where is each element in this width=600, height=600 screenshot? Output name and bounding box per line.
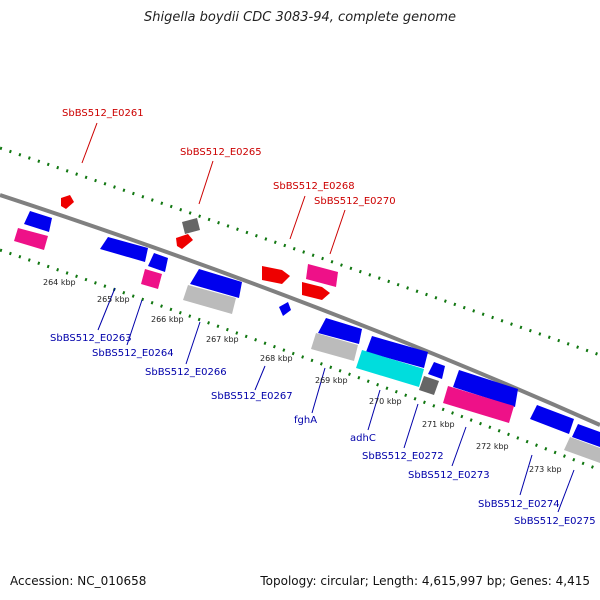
leader-bot-8 <box>451 426 467 467</box>
gene-sbbs512-e0275 <box>564 437 600 463</box>
label-sbbs512-e0275: SbBS512_E0275 <box>514 516 596 527</box>
gene-sbbs512-e0263 <box>100 237 148 262</box>
genome-summary-text: Topology: circular; Length: 4,615,997 bp… <box>260 574 590 588</box>
gene-blue-adhc-top <box>366 336 428 368</box>
leader-top-3 <box>289 195 306 240</box>
gene-sbbs512-e0270-pink <box>306 264 338 287</box>
label-sbbs512-e0274: SbBS512_E0274 <box>478 499 560 510</box>
gene-adhc <box>356 350 424 387</box>
label-sbbs512-e0264: SbBS512_E0264 <box>92 348 174 359</box>
gene-pink-1 <box>14 228 48 250</box>
label-sbbs512-e0268: SbBS512_E0268 <box>273 181 355 192</box>
gene-sbbs512-e0261 <box>61 195 74 209</box>
leader-bot-7 <box>403 403 419 449</box>
genome-backbone <box>0 193 600 427</box>
label-adhc: adhC <box>350 433 376 444</box>
tick-269: 269 kbp <box>315 376 348 385</box>
accession-text: Accession: NC_010658 <box>10 574 147 588</box>
label-sbbs512-e0263: SbBS512_E0263 <box>50 333 132 344</box>
gene-sbbs512-e0265 <box>176 234 193 249</box>
leader-bot-2 <box>126 299 143 346</box>
gene-sbbs512-e0270 <box>302 282 330 300</box>
gene-blue-266 <box>190 269 242 298</box>
label-sbbs512-e0273: SbBS512_E0273 <box>408 470 490 481</box>
gene-sbbs512-e0265-dark <box>182 218 200 234</box>
label-fgha: fghA <box>294 415 317 426</box>
label-sbbs512-e0270: SbBS512_E0270 <box>314 196 396 207</box>
tick-264: 264 kbp <box>43 278 76 287</box>
gene-sbbs512-e0268 <box>262 266 290 284</box>
leader-bot-6 <box>367 389 381 431</box>
leader-top-1 <box>81 122 98 164</box>
tick-267: 267 kbp <box>206 335 239 344</box>
label-sbbs512-e0272: SbBS512_E0272 <box>362 451 444 462</box>
leader-top-4 <box>329 209 346 255</box>
leader-bot-10 <box>557 469 575 513</box>
label-sbbs512-e0261: SbBS512_E0261 <box>62 108 144 119</box>
tick-273: 273 kbp <box>529 465 562 474</box>
leader-bot-4 <box>254 365 266 391</box>
gene-sbbs512-e0273 <box>443 386 514 423</box>
gene-fgha <box>311 333 358 361</box>
gene-sbbs512-e0266 <box>183 285 236 314</box>
label-sbbs512-e0267: SbBS512_E0267 <box>211 391 293 402</box>
gene-blue-small-272 <box>428 362 445 379</box>
tick-268: 268 kbp <box>260 354 293 363</box>
gene-blue-267 <box>318 318 362 344</box>
inner-dotted-ruler <box>0 248 600 472</box>
tick-266: 266 kbp <box>151 315 184 324</box>
tick-271: 271 kbp <box>422 420 455 429</box>
gene-small-red-blue <box>279 302 291 316</box>
gene-blue-1 <box>24 211 52 232</box>
genome-title: Shigella boydii CDC 3083-94, complete ge… <box>143 10 457 25</box>
leader-bot-1 <box>97 287 116 331</box>
gene-sbbs512-e0274 <box>530 405 574 434</box>
gene-blue-275 <box>572 424 600 447</box>
tick-272: 272 kbp <box>476 442 509 451</box>
gene-sbbs512-e0272 <box>419 376 439 395</box>
tick-270: 270 kbp <box>369 397 402 406</box>
label-sbbs512-e0265: SbBS512_E0265 <box>180 147 262 158</box>
leader-bot-5 <box>311 367 326 414</box>
gene-sbbs512-e0264-blue <box>148 253 168 272</box>
label-sbbs512-e0266: SbBS512_E0266 <box>145 367 227 378</box>
leader-top-2 <box>198 160 214 205</box>
gene-sbbs512-e0264 <box>141 269 162 289</box>
gene-blue-273 <box>453 370 518 407</box>
tick-265: 265 kbp <box>97 295 130 304</box>
outer-dotted-ruler <box>0 146 600 357</box>
leader-bot-9 <box>519 454 533 496</box>
leader-bot-3 <box>185 321 201 365</box>
